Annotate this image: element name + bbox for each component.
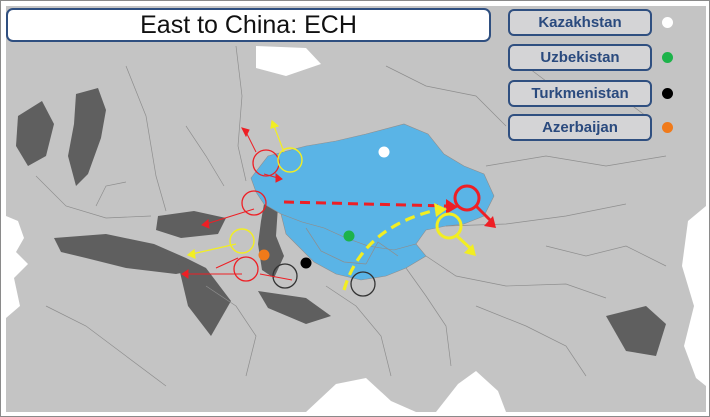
yellow-checkpoints (229, 147, 303, 254)
yellow-checkpoint-north (277, 147, 303, 173)
map-canvas (6, 6, 706, 412)
yellow-checkpoint-china (435, 212, 463, 240)
legend-item-kazakhstan: Kazakhstan (508, 9, 652, 36)
persian-gulf (258, 291, 331, 324)
red-checkpoint-caspian-north (241, 190, 267, 216)
turkmenistan-marker (300, 257, 312, 269)
yellow-outbound-arrows (186, 119, 285, 259)
atlantic-ocean (6, 216, 28, 318)
country-borders (35, 45, 667, 387)
legend-item-turkmenistan: Turkmenistan (508, 80, 652, 107)
azerbaijan-marker (258, 249, 270, 261)
legend-dot-uzbekistan (662, 52, 673, 63)
kazakhstan-marker (378, 146, 390, 158)
red-checkpoint-caucasus (233, 256, 259, 282)
legend-item-uzbekistan: Uzbekistan (508, 44, 652, 71)
red-checkpoint-china (453, 184, 481, 212)
legend-item-azerbaijan: Azerbaijan (508, 114, 652, 141)
yellow-checkpoint-caucasus (229, 228, 255, 254)
legend-dot-turkmenistan (662, 88, 673, 99)
bay-of-bengal (436, 371, 506, 412)
north-sea (16, 101, 54, 166)
red-outbound-arrows (181, 127, 293, 281)
east-asia-water (606, 306, 666, 356)
baltic-sea (68, 88, 106, 186)
legend-dot-azerbaijan (662, 122, 673, 133)
arabian-sea (306, 378, 416, 412)
dark-checkpoint-south (350, 271, 376, 297)
red-dashed-route (283, 184, 496, 228)
pacific-ocean (682, 206, 706, 386)
red-sea (178, 264, 231, 336)
legend-dot-kazakhstan (662, 17, 673, 28)
central-asia-south-region (280, 213, 427, 281)
uzbekistan-marker (343, 230, 355, 242)
map-title: East to China: ECH (6, 8, 491, 42)
yellow-dashed-route (342, 203, 476, 291)
mediterranean-sea (54, 234, 206, 274)
black-sea (156, 211, 226, 238)
arctic-ocean (256, 46, 321, 76)
